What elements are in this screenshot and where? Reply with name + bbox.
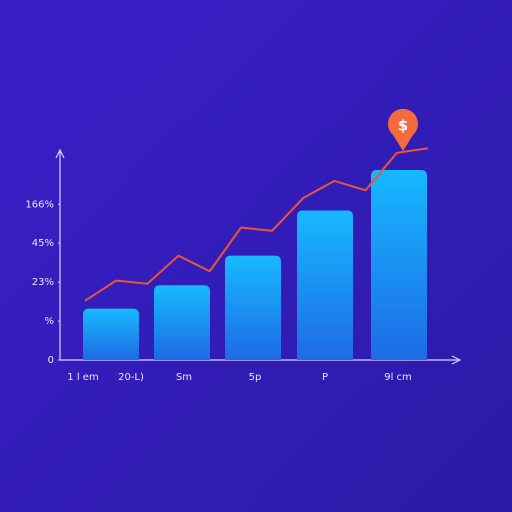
annotation: $ [398, 117, 408, 135]
y-tick-label: 45% [32, 238, 54, 249]
bar [83, 308, 139, 360]
x-tick-label: Sm [176, 372, 192, 383]
bar [297, 210, 353, 360]
bar [371, 170, 427, 360]
y-axis-arrow [55, 148, 65, 159]
y-tick-label: % [44, 316, 54, 327]
x-tick-label: P [322, 372, 328, 383]
x-tick-label: 20-L) [118, 372, 144, 383]
y-tick-label: 23% [32, 277, 54, 288]
bar [225, 255, 281, 360]
y-tick-label: 166% [25, 199, 54, 210]
trend-line [84, 147, 429, 302]
x-tick-label: 5p [249, 372, 262, 383]
y-tick-label: 0 [48, 355, 54, 366]
x-tick-label: 9l cm [384, 372, 412, 383]
pin-marker [388, 108, 418, 151]
x-axis-arrow [451, 355, 462, 365]
bar [154, 285, 210, 360]
x-tick-label: 1 l em [67, 372, 98, 383]
